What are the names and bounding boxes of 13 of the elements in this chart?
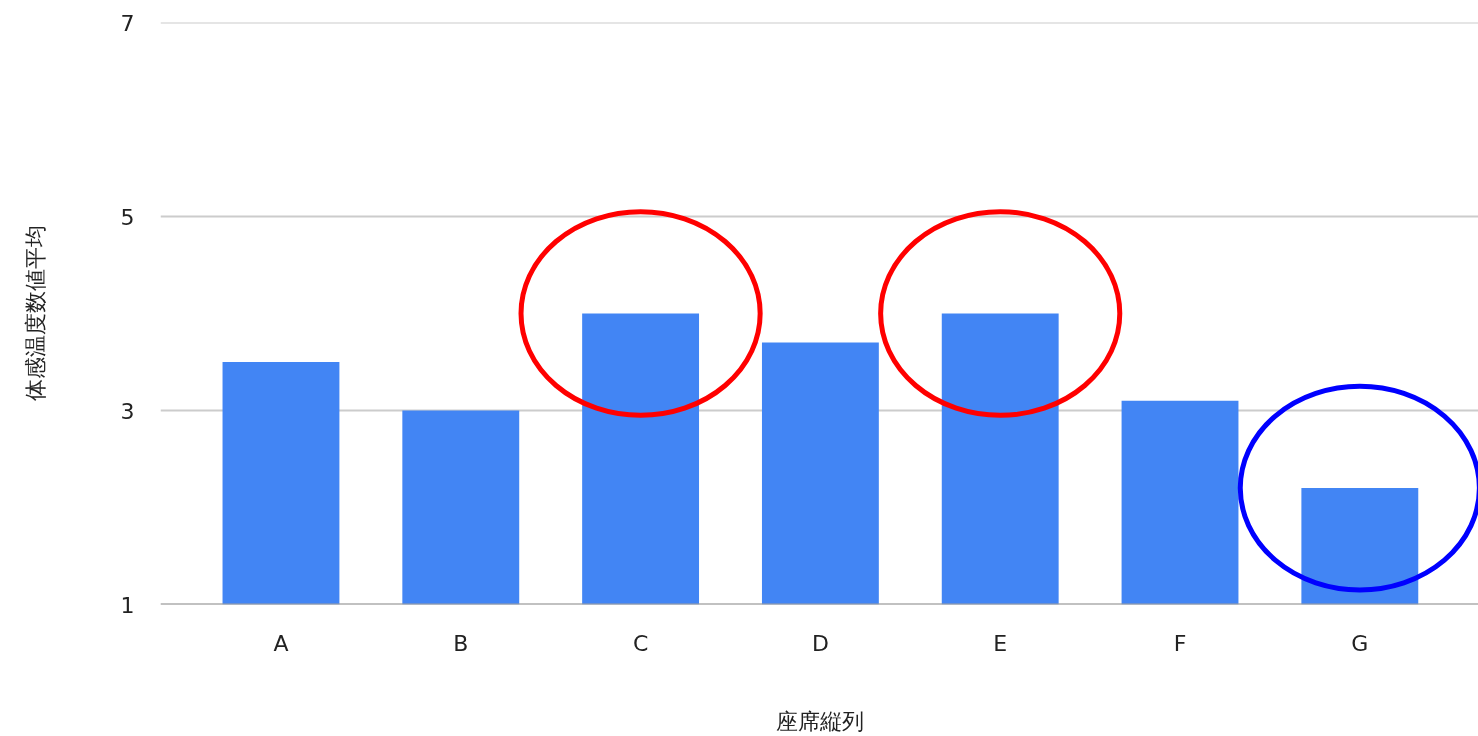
x-tick-label: F [1173,630,1187,656]
x-tick-label: E [993,630,1008,656]
x-tick-label: B [453,630,469,656]
y-tick-label: 3 [120,398,135,424]
x-tick-label: G [1351,630,1369,656]
x-axis-title: 座席縦列 [775,708,864,734]
x-tick-label: A [273,630,289,656]
x-tick-label: C [632,630,649,656]
y-axis-title: 体感温度数値平均 [22,225,48,402]
y-tick-label: 5 [120,204,135,230]
y-tick-label: 1 [120,592,135,618]
x-tick-label: D [811,630,829,656]
y-tick-label: 7 [120,10,135,36]
